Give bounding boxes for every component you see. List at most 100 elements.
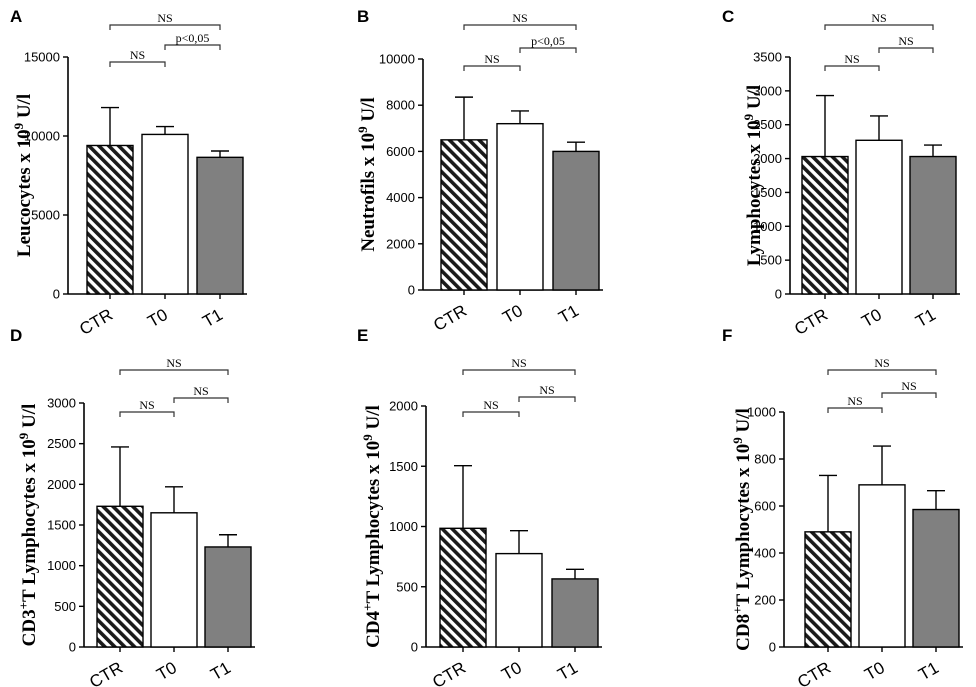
y-tick-label: 500	[760, 253, 782, 268]
y-tick-label: 1000	[753, 219, 782, 234]
y-tick-label: 10000	[379, 52, 415, 67]
y-tick-label: 500	[54, 599, 76, 614]
significance-bracket	[519, 47, 577, 53]
y-tick-label: 0	[408, 283, 415, 298]
y-axis-label: Lymphocytes x 109 U/l	[741, 85, 766, 266]
x-tick-label: T1	[912, 305, 939, 331]
y-tick-label: 1000	[747, 405, 776, 420]
bar-t0	[495, 552, 543, 648]
y-axis-label: CD3+T Lymphocytes x 109 U/l	[16, 404, 41, 647]
panel-d: D 0 500 1000 1500 2000 2500 3000 CTR T0 T1 NS NS NS CD…	[10, 326, 255, 687]
y-tick-label: 15000	[24, 50, 60, 65]
y-tick-label: 5000	[31, 208, 60, 223]
x-tick-label: T0	[153, 658, 180, 684]
bar-ctr	[86, 144, 134, 295]
significance-label: NS	[193, 384, 208, 398]
bar-t1	[204, 546, 252, 648]
y-axis-label: CD8+T Lymphocytes x 109 U/l	[730, 408, 755, 651]
bar-ctr	[439, 527, 487, 648]
y-tick-label: 3500	[753, 50, 782, 65]
x-tick-label: T1	[199, 305, 226, 331]
x-tick-label: T1	[555, 301, 582, 327]
panel-letter: B	[357, 7, 369, 26]
y-tick-label: 2000	[389, 399, 418, 414]
significance-bracket	[463, 65, 521, 71]
y-tick-label: 0	[53, 287, 60, 302]
panel-letter: C	[722, 7, 734, 26]
y-tick-label: 8000	[386, 98, 415, 113]
y-axis-label: Leucocytes x 109 U/l	[11, 94, 36, 257]
significance-bracket	[119, 369, 229, 375]
x-tick-label: T0	[861, 658, 888, 684]
bar-t0	[858, 484, 906, 648]
significance-bracket	[824, 65, 880, 71]
y-tick-label: 800	[754, 452, 776, 467]
y-tick-label: 4000	[386, 190, 415, 205]
bar-ctr	[801, 155, 849, 295]
bar-ctr	[440, 139, 488, 291]
y-tick-label: 1500	[47, 518, 76, 533]
significance-label: NS	[844, 52, 859, 66]
x-tick-label: CTR	[791, 305, 831, 339]
panel-b: B 0 2000 4000 6000 8000 10000 CTR T0 T1 NS p<0,05 NS…	[355, 7, 603, 335]
bar-t0	[855, 139, 903, 295]
x-tick-label: CTR	[794, 658, 834, 687]
y-tick-label: 2000	[753, 151, 782, 166]
y-tick-label: 200	[754, 593, 776, 608]
x-tick-label: T1	[554, 658, 581, 684]
bar-t0	[141, 133, 189, 295]
bar-ctr	[96, 505, 144, 648]
panel-letter: A	[10, 7, 22, 26]
y-tick-label: 3000	[47, 396, 76, 411]
bar-t0	[150, 512, 198, 648]
panel-letter: D	[10, 326, 22, 345]
bar-t1	[552, 150, 600, 291]
panel-a: A 0 5000 10000 15000 CTR T0 T1 NS p<0,05 NS Leucocy…	[10, 7, 247, 339]
x-tick-label: T0	[858, 305, 885, 331]
significance-label: NS	[484, 52, 499, 66]
y-tick-label: 6000	[386, 144, 415, 159]
significance-bracket	[518, 396, 576, 402]
y-tick-label: 2000	[386, 236, 415, 251]
x-tick-label: T1	[915, 658, 942, 684]
significance-bracket	[164, 44, 221, 50]
significance-label: NS	[512, 11, 527, 25]
significance-bracket	[109, 24, 221, 30]
significance-label: NS	[871, 11, 886, 25]
y-tick-label: 1500	[753, 185, 782, 200]
significance-bracket	[463, 24, 577, 30]
significance-label: NS	[874, 356, 889, 370]
x-tick-label: CTR	[76, 305, 116, 339]
significance-label: NS	[901, 379, 916, 393]
y-tick-label: 1000	[47, 558, 76, 573]
panel-e: E 0 500 1000 1500 2000 CTR T0 T1 NS NS NS CD4+T Lymp…	[357, 326, 602, 687]
y-tick-label: 400	[754, 546, 776, 561]
y-tick-label: 10000	[24, 129, 60, 144]
y-tick-label: 2000	[47, 477, 76, 492]
panel-f: F 0 200 400 600 800 1000 CTR T0 T1 NS NS NS CD8+T Lym…	[722, 326, 963, 687]
x-tick-label: T0	[144, 305, 171, 331]
bar-t1	[909, 155, 957, 295]
bar-t1	[196, 156, 244, 295]
x-tick-label: T0	[499, 301, 526, 327]
panel-c: C 0 500 1000 1500 2000 2500 3000 3500 CTR T0 T1 NS NS…	[722, 7, 960, 339]
y-tick-label: 1500	[389, 459, 418, 474]
significance-bracket	[119, 411, 175, 417]
bar-t0	[496, 122, 544, 291]
y-tick-label: 2500	[753, 117, 782, 132]
x-tick-label: CTR	[430, 301, 470, 335]
significance-label: NS	[511, 356, 526, 370]
significance-bracket	[824, 24, 934, 30]
significance-bracket	[878, 47, 934, 53]
x-tick-label: T1	[207, 658, 234, 684]
significance-bracket	[827, 407, 883, 413]
y-tick-label: 3000	[753, 83, 782, 98]
significance-label: NS	[166, 356, 181, 370]
significance-label: NS	[157, 11, 172, 25]
x-tick-label: CTR	[86, 658, 126, 687]
panel-letter: F	[722, 326, 732, 345]
y-tick-label: 500	[396, 579, 418, 594]
significance-label: NS	[539, 383, 554, 397]
y-tick-label: 0	[411, 640, 418, 655]
